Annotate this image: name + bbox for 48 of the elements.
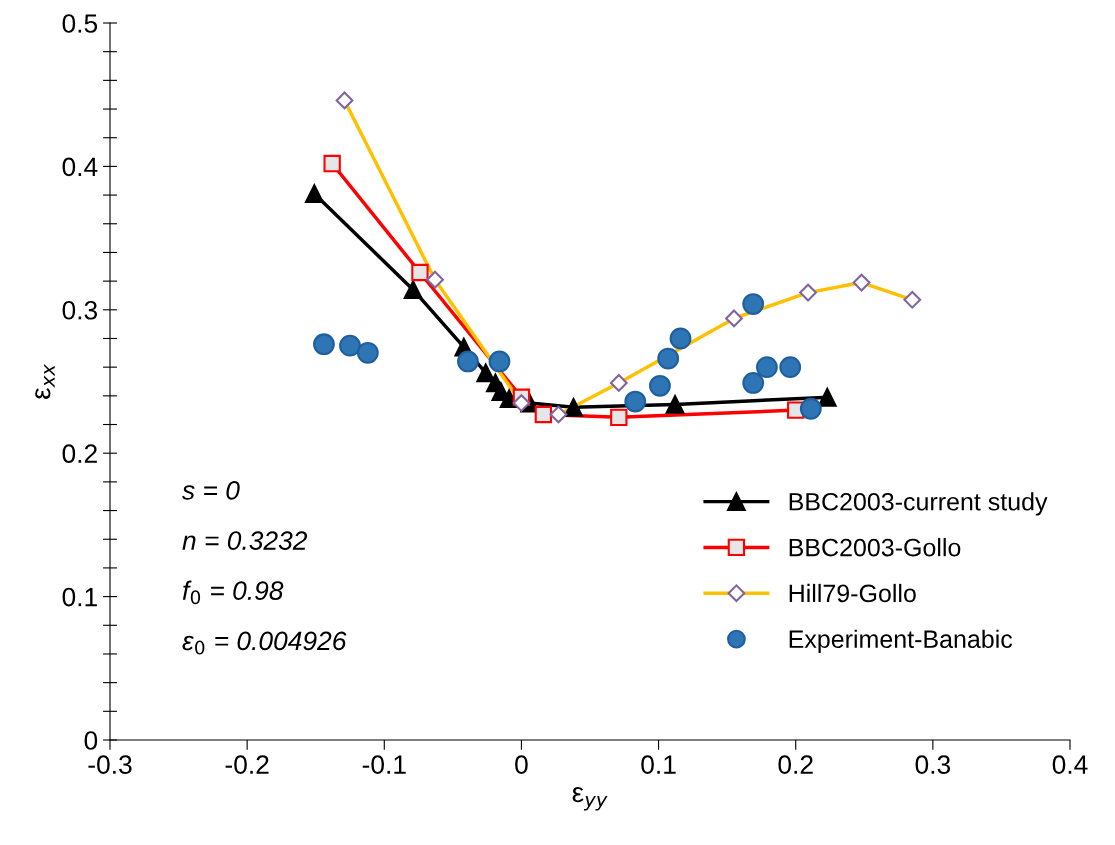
legend-label: Experiment-Banabic [789, 629, 1013, 653]
y-tick-label: 0.5 [62, 14, 98, 33]
x-tick-label: 0.2 [778, 755, 813, 774]
point [304, 184, 324, 204]
annotation: n = 0.3232 [182, 531, 308, 550]
y-tick-label: 0.4 [62, 157, 98, 177]
y-tick-label: 0.3 [62, 300, 98, 320]
point [624, 390, 647, 413]
point [756, 356, 778, 379]
x-tick-label: 0 [515, 755, 528, 774]
legend-label: BBC2003-current study [789, 492, 1048, 516]
annotation: ε$_{0}$ = 0.004926 [182, 631, 347, 655]
annotation: f$_{0}$ = 0.98 [182, 580, 284, 605]
x-tick-label: 0.3 [915, 755, 951, 774]
x-tick-label: -0.2 [225, 755, 269, 774]
y-tick-label: 0 [84, 731, 98, 750]
point [657, 347, 680, 370]
point [649, 374, 671, 397]
x-tick-label: -0.1 [362, 755, 406, 774]
point [339, 334, 361, 357]
point [669, 327, 692, 350]
point [799, 397, 822, 420]
x-tick-label: 0.4 [1052, 755, 1088, 774]
point [665, 395, 685, 414]
y-axis-title: ε$_{xx}$ [35, 364, 55, 399]
point [779, 356, 802, 379]
y-tick-label: 0.2 [62, 444, 97, 464]
x-tick-label: -0.3 [88, 755, 132, 774]
legend-label: Hill79-Gollo [789, 583, 916, 603]
point [313, 333, 335, 356]
point [742, 293, 765, 315]
point [411, 263, 429, 282]
point [356, 341, 379, 364]
y-tick-label: 0.1 [62, 587, 97, 607]
point [564, 397, 583, 417]
point [323, 154, 341, 173]
x-axis-title: ε$_{yy}$ [572, 787, 608, 811]
point [488, 350, 511, 373]
annotation: s = 0 [182, 481, 240, 500]
legend-label: BBC2003-Gollo [789, 538, 961, 557]
point [610, 408, 628, 427]
point [742, 372, 765, 394]
x-tick-label: 0.1 [641, 755, 676, 774]
point [476, 363, 496, 383]
point [403, 280, 423, 300]
point [817, 387, 837, 407]
point [534, 405, 553, 424]
point [457, 350, 479, 373]
